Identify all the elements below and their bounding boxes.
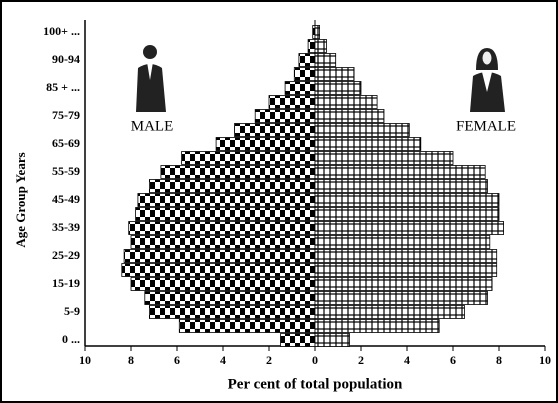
y-tick-label: 15-19	[52, 276, 80, 290]
female-bar	[315, 96, 377, 109]
male-bar	[136, 208, 315, 221]
x-tick-label: 2	[266, 353, 272, 367]
male-bar	[308, 40, 315, 53]
male-bar	[294, 68, 315, 81]
x-axis-label: Per cent of total population	[228, 376, 403, 392]
male-bar	[179, 320, 315, 333]
female-bar	[315, 54, 336, 67]
male-bar	[269, 96, 315, 109]
male-bar	[122, 264, 315, 277]
x-tick-label: 10	[79, 353, 91, 367]
y-tick-label: 55-59	[52, 164, 80, 178]
y-axis-label: Age Group Years	[13, 152, 28, 247]
male-bar	[149, 306, 315, 319]
x-tick-label: 10	[539, 353, 551, 367]
annotation: MALE	[131, 118, 174, 134]
x-tick-label: 4	[404, 353, 410, 367]
male-bar	[281, 334, 316, 347]
female-bar	[315, 264, 497, 277]
female-bar	[315, 236, 490, 249]
male-bar	[161, 166, 315, 179]
female-bar	[315, 166, 485, 179]
female-bar	[315, 250, 497, 263]
male-bar	[255, 110, 315, 123]
female-bar	[315, 68, 354, 81]
female-bar	[315, 180, 488, 193]
male-bar	[285, 82, 315, 95]
female-bar	[315, 194, 499, 207]
y-tick-label: 5-9	[64, 304, 80, 318]
y-tick-label: 90-94	[52, 52, 80, 66]
male-bar	[182, 152, 315, 165]
male-bar	[129, 222, 315, 235]
y-tick-label: 85 + ...	[46, 80, 80, 94]
male-bar	[299, 54, 315, 67]
annotation: FEMALE	[456, 118, 516, 134]
male-bar	[216, 138, 315, 151]
female-bar	[315, 40, 327, 53]
chart: Age Group Years Per cent of total popula…	[0, 0, 558, 403]
female-bar	[315, 320, 439, 333]
male-bar	[131, 236, 315, 249]
female-bar	[315, 292, 488, 305]
x-tick-label: 4	[220, 353, 226, 367]
x-tick-label: 8	[128, 353, 134, 367]
male-figure	[136, 45, 166, 112]
male-bar	[131, 278, 315, 291]
male-bar	[124, 250, 315, 263]
female-bar	[315, 124, 409, 137]
y-tick-label: 45-49	[52, 192, 80, 206]
y-tick-label: 25-29	[52, 248, 80, 262]
y-tick-label: 35-39	[52, 220, 80, 234]
x-tick-label: 2	[358, 353, 364, 367]
x-tick-label: 8	[496, 353, 502, 367]
female-bar	[315, 222, 504, 235]
y-tick-label: 65-69	[52, 136, 80, 150]
female-figure	[470, 48, 505, 112]
female-bar	[315, 208, 499, 221]
female-bar	[315, 278, 492, 291]
female-bar	[315, 110, 384, 123]
male-bar	[149, 180, 315, 193]
male-bar	[138, 194, 315, 207]
female-bar	[315, 138, 421, 151]
female-bar	[315, 26, 320, 39]
x-tick-label: 6	[174, 353, 180, 367]
y-tick-label: 75-79	[52, 108, 80, 122]
y-tick-label: 100+ ...	[43, 24, 80, 38]
female-bar	[315, 82, 361, 95]
x-tick-label: 6	[450, 353, 456, 367]
x-tick-label: 0	[312, 353, 318, 367]
female-bar	[315, 152, 453, 165]
female-bar	[315, 306, 465, 319]
female-bar	[315, 334, 350, 347]
y-tick-label: 0 ...	[62, 332, 80, 346]
male-bar	[235, 124, 316, 137]
male-bar	[145, 292, 315, 305]
